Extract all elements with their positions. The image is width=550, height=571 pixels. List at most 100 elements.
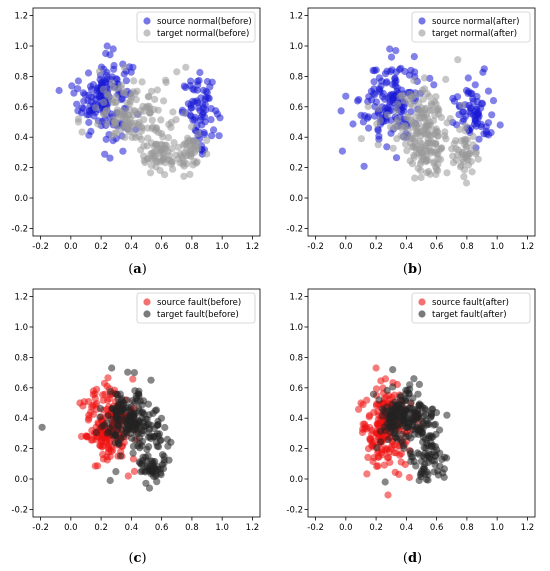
data-point: [107, 447, 115, 455]
data-point: [370, 78, 378, 86]
data-point: [468, 168, 476, 176]
legend-label: target fault(before): [157, 310, 239, 320]
data-point: [469, 132, 477, 140]
y-tick-label: 0.2: [14, 164, 28, 174]
data-point: [484, 87, 493, 95]
legend-label: target fault(after): [432, 310, 507, 320]
data-point: [216, 114, 224, 122]
data-point: [106, 154, 114, 162]
data-point: [443, 411, 451, 419]
data-point: [404, 112, 412, 120]
data-point: [460, 173, 468, 181]
x-tick-label: 1.2: [246, 242, 260, 252]
data-point: [415, 99, 423, 107]
data-point: [349, 120, 357, 128]
data-point: [96, 405, 105, 413]
y-tick-label: 0.8: [14, 353, 28, 363]
data-point: [160, 452, 168, 460]
data-point: [396, 420, 404, 428]
data-point: [355, 405, 363, 413]
data-point: [133, 397, 141, 405]
x-tick-label: 1.0: [490, 523, 504, 533]
data-point: [387, 53, 396, 61]
data-point: [200, 130, 208, 139]
data-point: [187, 123, 196, 131]
data-point: [203, 150, 211, 158]
y-tick-label: 0.4: [14, 414, 28, 424]
legend-marker: [418, 17, 426, 25]
data-point: [94, 120, 102, 128]
data-point: [173, 68, 181, 76]
data-point: [396, 65, 404, 74]
x-tick-label: 1.0: [490, 242, 504, 252]
data-point: [106, 476, 114, 485]
data-point: [381, 70, 390, 78]
y-tick-label: -0.2: [286, 505, 303, 515]
data-point: [436, 462, 444, 470]
data-point: [158, 130, 166, 138]
legend-box: [136, 292, 256, 324]
data-point: [121, 88, 129, 97]
data-point: [165, 151, 173, 159]
data-point: [124, 426, 132, 434]
data-point: [401, 122, 409, 130]
data-point: [123, 419, 131, 427]
y-tick-label: 1.2: [289, 12, 303, 22]
data-point: [421, 123, 429, 131]
data-point: [428, 101, 436, 109]
data-point: [421, 115, 429, 123]
data-point: [154, 432, 162, 440]
legend-marker: [143, 29, 151, 37]
legend-box: [411, 292, 531, 324]
data-point: [88, 93, 96, 101]
data-point: [112, 85, 120, 93]
data-point: [124, 368, 132, 376]
data-point: [466, 107, 474, 116]
data-point: [480, 65, 488, 73]
data-point: [158, 146, 166, 154]
data-point: [398, 396, 406, 404]
y-tick-label: 0.6: [14, 103, 28, 113]
data-point: [432, 409, 441, 417]
data-point: [79, 402, 87, 410]
data-point: [144, 452, 152, 460]
data-point: [431, 111, 439, 119]
data-point: [141, 159, 149, 167]
data-point: [427, 412, 435, 420]
data-point: [400, 415, 408, 423]
scatter-plot-c: -0.2 0.0 0.2 0.4 0.6 0.8 1.0 1.2 -0.2 0.0 0.2 0.4 0.…: [11, 288, 261, 533]
data-point: [101, 150, 109, 158]
data-point: [122, 77, 130, 85]
caption-a: (a): [128, 262, 147, 277]
data-point: [489, 97, 498, 105]
data-point: [427, 450, 435, 458]
data-point: [365, 124, 373, 132]
data-point: [393, 107, 401, 115]
data-point: [400, 444, 408, 452]
data-point: [152, 471, 160, 479]
data-point: [405, 473, 413, 482]
series-1-points: [369, 366, 451, 486]
data-point: [364, 453, 372, 461]
data-point: [147, 376, 155, 384]
data-point: [424, 419, 432, 427]
data-point: [87, 436, 96, 444]
data-point: [181, 109, 189, 117]
series-1-points: [357, 56, 482, 187]
data-point: [129, 449, 137, 457]
y-tick-label: 0.0: [14, 194, 28, 204]
data-point: [140, 152, 148, 160]
data-point: [473, 103, 481, 111]
data-point: [421, 454, 429, 462]
data-point: [417, 140, 425, 148]
data-point: [160, 459, 168, 467]
data-point: [406, 381, 414, 389]
data-point: [417, 167, 425, 175]
y-tick-label: 0.6: [289, 103, 303, 113]
series-1-points: [38, 364, 175, 492]
x-tick-label: 0.6: [155, 242, 169, 252]
data-point: [109, 45, 117, 53]
y-tick-label: 1.0: [14, 42, 28, 52]
data-point: [164, 442, 172, 450]
data-point: [138, 427, 146, 435]
